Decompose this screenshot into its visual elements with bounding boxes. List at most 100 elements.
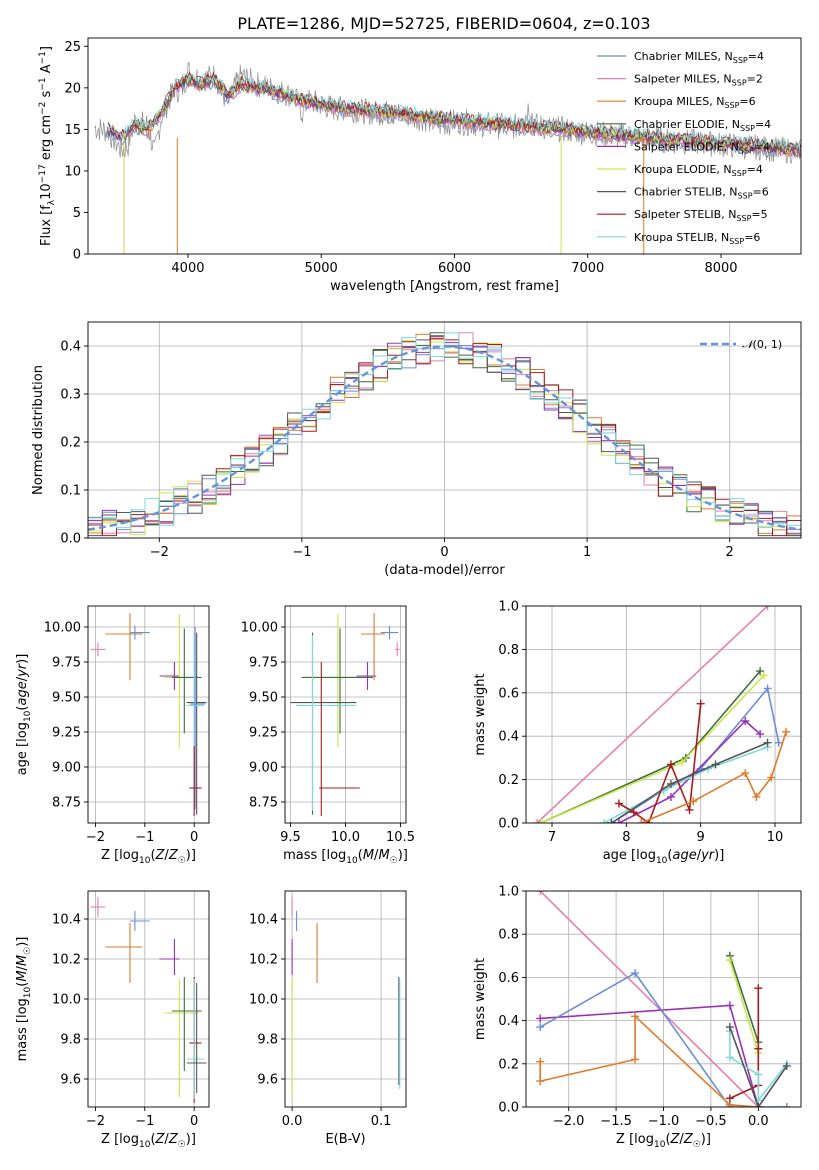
- errorbar-point: [164, 979, 200, 1097]
- weight-marker: [754, 984, 763, 993]
- weight-marker: [756, 730, 765, 739]
- label-span: SSP: [732, 79, 747, 88]
- label-span: 10: [39, 183, 54, 200]
- label-span: −1: [38, 77, 48, 90]
- label-span: ☉: [23, 947, 33, 955]
- y-tick-label: 10.00: [241, 621, 278, 636]
- label-span: Z [log: [101, 848, 139, 863]
- x-tick-label: 0.0: [282, 1114, 303, 1129]
- y-tick-label: 0.8: [498, 643, 519, 658]
- x-tick-label: 7: [548, 830, 556, 845]
- label-span: M: [363, 848, 374, 863]
- legend-entry: Kroupa ELODIE, NSSP=4: [634, 163, 763, 178]
- label-span: /: [697, 848, 702, 863]
- y-tick-label: 10.0: [52, 993, 81, 1008]
- weight-marker: [711, 760, 720, 769]
- panel-weight-vs-Z: −2.0 −1.5 −1.0 −0.5 0.0 0.0 0.2 0.4 0.6 0.8 1.0 Z […: [473, 885, 802, 1150]
- weight-marker: [600, 819, 609, 823]
- y-axis-label: mass weight: [473, 673, 488, 755]
- label-span: mass [log: [15, 998, 30, 1061]
- label-span: )]: [186, 1132, 196, 1147]
- label-span: 10: [23, 710, 33, 722]
- weight-line-chabrier-elodie: [729, 955, 760, 1043]
- legend-entry: Kroupa MILES, NSSP=6: [634, 95, 756, 110]
- x-axis-label: (data-model)/error: [384, 563, 505, 578]
- plot-area: [533, 606, 791, 823]
- axes-frame-mass-vs-EBV: [284, 890, 407, 1108]
- plot-area: [291, 897, 401, 1097]
- errorbar-point: [129, 911, 150, 931]
- y-tick-label: 9.00: [249, 761, 278, 776]
- x-tick-label: −2: [150, 545, 169, 560]
- y-tick-label: 10.4: [249, 913, 278, 928]
- label-span: (0, 1): [753, 338, 783, 351]
- label-span: (: [667, 848, 672, 863]
- label-span: Z [log: [101, 1132, 139, 1147]
- weight-marker: [763, 606, 772, 610]
- label-span: =6: [744, 231, 760, 244]
- x-axis-label: wavelength [Angstrom, rest frame]: [330, 279, 559, 294]
- weight-marker: [536, 891, 545, 895]
- errorbar-point: [380, 625, 399, 640]
- errorbar-point: [129, 625, 150, 640]
- weight-marker: [725, 1094, 734, 1103]
- weight-line-chabrier-stelib: [611, 741, 768, 823]
- weight-line-kroupa-miles: [539, 1014, 759, 1107]
- y-tick-label: 10.4: [52, 913, 81, 928]
- label-span: age [log: [15, 722, 30, 775]
- y-tick-label: 9.25: [249, 726, 278, 741]
- label-span: Salpeter ELODIE, N: [634, 140, 739, 153]
- y-tick-label: 0.2: [498, 1057, 519, 1072]
- weight-marker: [666, 779, 675, 788]
- x-tick-label: 7000: [571, 261, 604, 276]
- label-span: =4: [747, 163, 763, 176]
- panel-spectrum: 4000 5000 6000 7000 8000 0 5 10 15 20 25 wavelength…: [38, 37, 802, 294]
- errorbar-point: [290, 632, 357, 815]
- panel-residuals: −2 −1 0 1 2 0.0 0.1 0.2 0.3 0.4 (data-model)/error…: [31, 321, 802, 578]
- weight-line-chabrier-elodie: [540, 670, 761, 823]
- x-axis-label: mass [log10(M/M☉)]: [283, 848, 408, 866]
- label-span: Flux [f: [39, 205, 54, 246]
- errorbar-point: [159, 939, 180, 975]
- label-span: −2: [38, 102, 48, 115]
- label-span: (: [358, 848, 363, 863]
- x-tick-label: −2: [86, 1114, 105, 1129]
- y-tick-label: 10.00: [44, 621, 81, 636]
- y-tick-label: 0.6: [498, 686, 519, 701]
- y-tick-label: 0.3: [60, 388, 81, 403]
- x-axis-label: Z [log10(Z/Z☉)]: [101, 1132, 196, 1150]
- weight-marker: [631, 1055, 640, 1064]
- label-span: M: [15, 955, 30, 966]
- x-tick-label: −1: [135, 1114, 154, 1129]
- plot-area: [88, 332, 801, 537]
- y-tick-label: 0.1: [60, 484, 81, 499]
- errorbar-point: [186, 979, 205, 1099]
- weight-line-salpeter-miles: [539, 891, 759, 1107]
- label-span: Z: [683, 1132, 694, 1147]
- label-span: ]: [39, 46, 54, 51]
- label-span: Kroupa ELODIE, N: [634, 163, 732, 176]
- label-span: =4: [755, 118, 771, 131]
- weight-line-salpeter-stelib: [618, 703, 702, 823]
- errorbar-point: [90, 642, 106, 657]
- histogram-kroupa-stelib: [88, 332, 801, 529]
- y-tick-label: 0: [73, 248, 81, 263]
- weight-marker: [782, 727, 791, 736]
- label-span: )]: [398, 848, 408, 863]
- label-span: ☉: [390, 856, 398, 866]
- label-span: ☉: [693, 1140, 701, 1150]
- y-tick-label: 25: [64, 40, 81, 55]
- label-span: ☉: [178, 1140, 186, 1150]
- errorbar-point: [189, 746, 202, 816]
- axes-frame-mass-vs-Z: [87, 890, 210, 1108]
- weight-line-salpeter-elodie: [618, 719, 761, 823]
- weight-marker: [536, 1023, 545, 1032]
- y-tick-label: 10.0: [249, 993, 278, 1008]
- label-span: SSP: [740, 124, 755, 133]
- y-tick-label: 0.4: [60, 340, 81, 355]
- x-tick-label: 8000: [704, 261, 737, 276]
- weight-marker: [754, 1044, 763, 1053]
- weight-marker: [614, 819, 623, 823]
- legend-entry: Chabrier ELODIE, NSSP=4: [634, 118, 771, 133]
